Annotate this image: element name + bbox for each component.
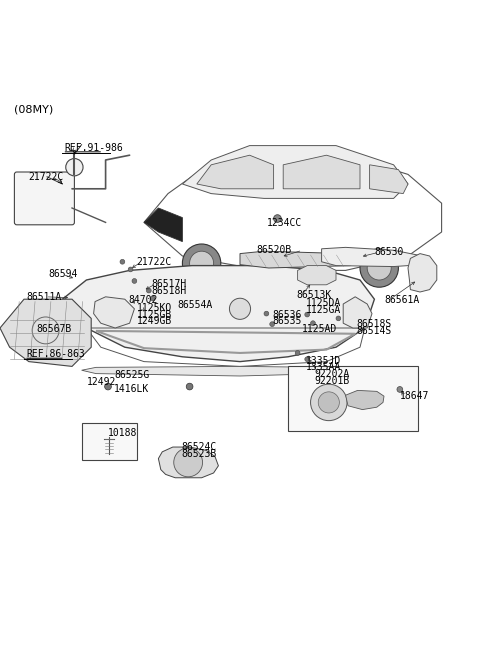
- Circle shape: [311, 321, 315, 325]
- Text: 86513K: 86513K: [297, 291, 332, 300]
- Polygon shape: [346, 390, 384, 409]
- Text: 86567B: 86567B: [36, 325, 71, 335]
- FancyBboxPatch shape: [82, 422, 137, 460]
- Polygon shape: [343, 297, 372, 328]
- Polygon shape: [298, 266, 336, 285]
- Circle shape: [264, 311, 269, 316]
- Text: 1125DA: 1125DA: [306, 298, 341, 308]
- Text: 86594: 86594: [48, 269, 77, 279]
- Text: (08MY): (08MY): [14, 105, 54, 115]
- Polygon shape: [182, 146, 408, 198]
- Text: 18647: 18647: [399, 391, 429, 401]
- Text: 1125AD: 1125AD: [301, 324, 336, 334]
- Text: 86511A: 86511A: [26, 292, 61, 302]
- Polygon shape: [0, 299, 91, 367]
- Text: 10188: 10188: [108, 428, 137, 438]
- Circle shape: [274, 215, 281, 222]
- Circle shape: [186, 383, 193, 390]
- Text: REF.86-863: REF.86-863: [26, 350, 85, 359]
- Text: 1335AA: 1335AA: [306, 362, 341, 373]
- Text: 1125GB: 1125GB: [137, 310, 172, 319]
- Text: REF.91-986: REF.91-986: [65, 143, 123, 153]
- Text: 86525G: 86525G: [114, 370, 149, 380]
- Circle shape: [105, 383, 111, 390]
- Circle shape: [132, 279, 137, 283]
- Circle shape: [66, 159, 83, 176]
- Text: 86514S: 86514S: [356, 326, 391, 336]
- Text: 86520B: 86520B: [257, 245, 292, 255]
- Polygon shape: [197, 155, 274, 189]
- Text: 1249GB: 1249GB: [137, 316, 172, 326]
- Circle shape: [182, 244, 221, 282]
- Text: 1335JD: 1335JD: [306, 356, 341, 365]
- Circle shape: [360, 249, 398, 287]
- FancyBboxPatch shape: [288, 367, 418, 431]
- Circle shape: [397, 386, 403, 392]
- Circle shape: [367, 256, 391, 280]
- Circle shape: [120, 259, 125, 264]
- Circle shape: [146, 288, 151, 293]
- Text: 84702: 84702: [129, 295, 158, 305]
- Polygon shape: [322, 247, 432, 266]
- Text: 86518H: 86518H: [151, 285, 186, 296]
- Polygon shape: [370, 165, 408, 194]
- Circle shape: [336, 316, 341, 321]
- Circle shape: [295, 350, 300, 356]
- Text: 21722C: 21722C: [29, 172, 64, 182]
- Text: 86523B: 86523B: [181, 449, 216, 459]
- FancyBboxPatch shape: [14, 172, 74, 225]
- Text: 86561A: 86561A: [384, 295, 419, 305]
- Circle shape: [174, 448, 203, 477]
- Text: 1125KO: 1125KO: [137, 303, 172, 313]
- Text: 86535: 86535: [273, 316, 302, 326]
- Polygon shape: [62, 266, 374, 361]
- Circle shape: [311, 384, 347, 420]
- Circle shape: [318, 392, 339, 413]
- Text: 21722C: 21722C: [137, 256, 172, 267]
- Text: 86530: 86530: [374, 247, 404, 257]
- Polygon shape: [144, 208, 182, 241]
- Circle shape: [305, 312, 310, 317]
- Polygon shape: [158, 447, 218, 478]
- Text: 12492: 12492: [86, 377, 116, 387]
- Polygon shape: [94, 297, 134, 328]
- Circle shape: [305, 357, 310, 361]
- Polygon shape: [240, 251, 355, 268]
- Text: 92202A: 92202A: [314, 369, 349, 379]
- Text: 92201B: 92201B: [314, 376, 349, 386]
- Circle shape: [190, 251, 214, 276]
- Circle shape: [229, 298, 251, 319]
- Circle shape: [270, 321, 275, 327]
- Text: 86554A: 86554A: [178, 300, 213, 310]
- Polygon shape: [408, 254, 437, 292]
- Text: 86524C: 86524C: [181, 442, 216, 452]
- Text: 86536: 86536: [273, 310, 302, 319]
- Circle shape: [150, 296, 155, 300]
- Text: 86518S: 86518S: [356, 319, 391, 329]
- Text: 1416LK: 1416LK: [114, 384, 149, 394]
- Text: 86517H: 86517H: [151, 279, 186, 289]
- Polygon shape: [82, 367, 336, 376]
- Text: 1125GA: 1125GA: [306, 305, 341, 315]
- Text: 1234CC: 1234CC: [266, 218, 301, 228]
- Polygon shape: [283, 155, 360, 189]
- Circle shape: [128, 267, 133, 272]
